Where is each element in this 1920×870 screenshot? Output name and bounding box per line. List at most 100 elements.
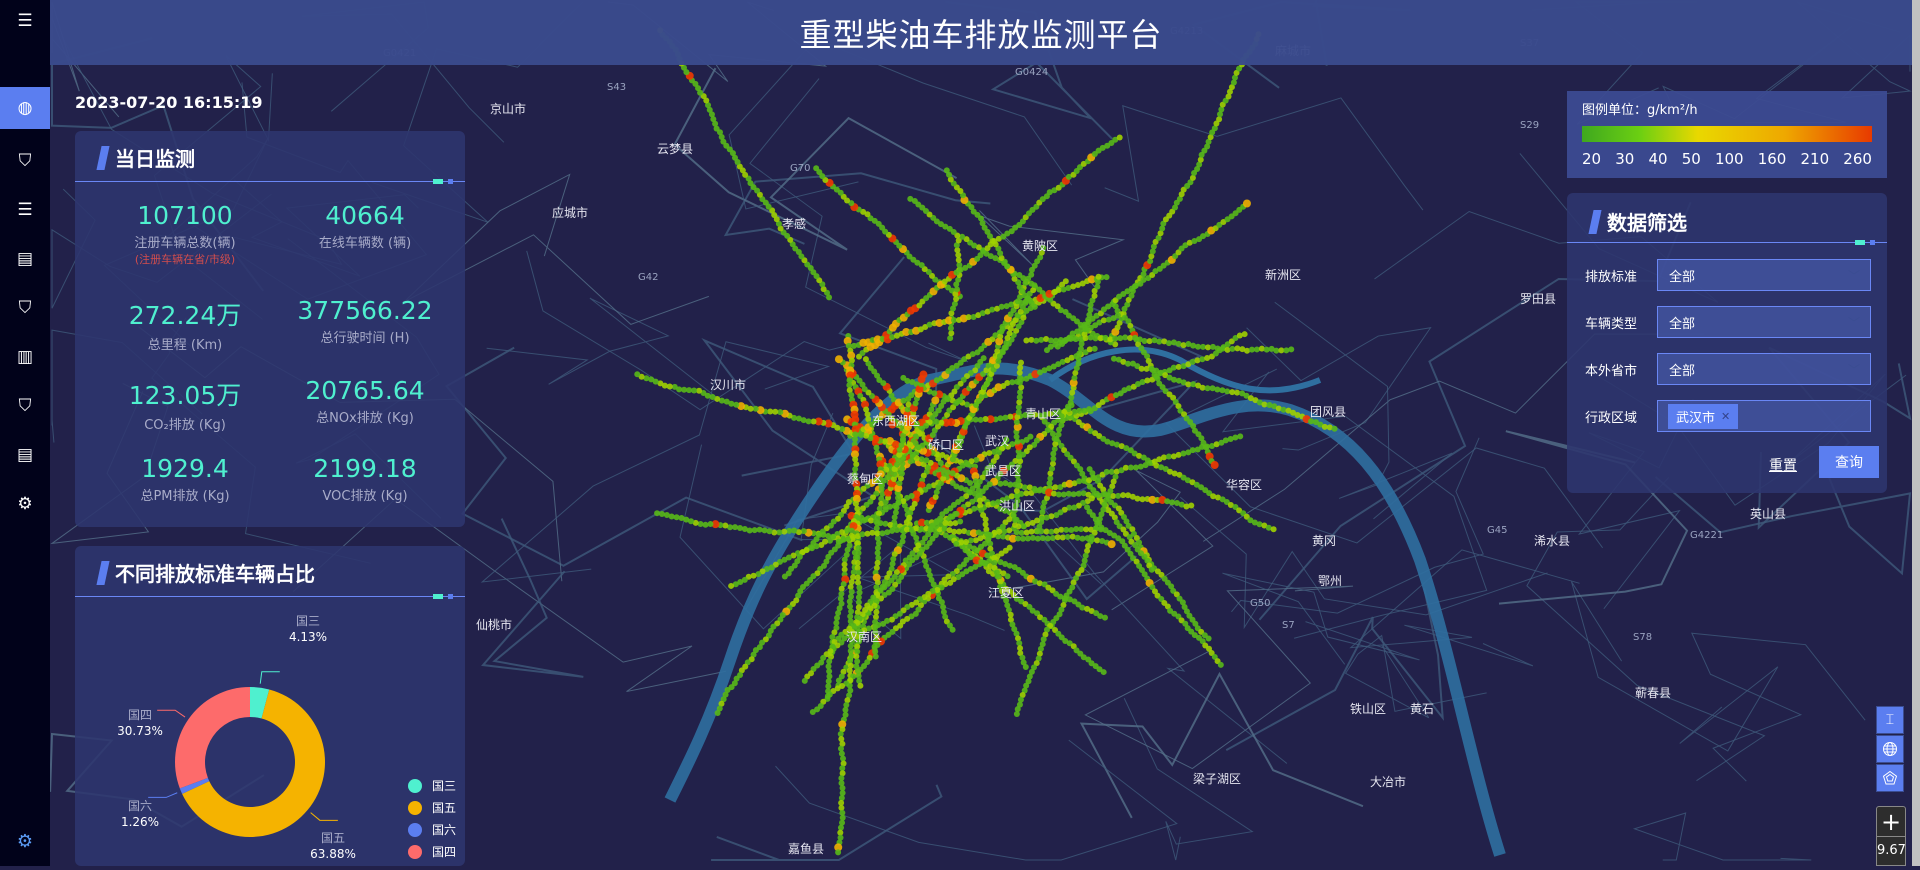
heat-point	[838, 600, 845, 607]
heat-point	[837, 834, 844, 841]
heat-point	[992, 255, 999, 262]
stat-note: (注册车辆在省/市级)	[134, 253, 236, 266]
heat-point	[856, 677, 863, 684]
heat-point	[845, 535, 852, 542]
heat-point	[904, 406, 911, 413]
heat-point	[1261, 522, 1268, 529]
heat-point	[846, 387, 853, 394]
heat-point	[714, 709, 721, 716]
heat-point	[940, 467, 947, 474]
sidebar-item-2[interactable]: ⛉	[0, 140, 50, 182]
heat-point	[878, 495, 885, 502]
globe-icon	[1883, 742, 1897, 756]
slice-name: 国三	[296, 614, 320, 628]
polygon-button[interactable]	[1876, 764, 1904, 792]
heat-point	[697, 89, 704, 96]
heat-point	[791, 527, 798, 534]
legend-label[interactable]: 国三	[432, 779, 456, 793]
filter-select[interactable]: 全部 ﹀	[1657, 306, 1871, 338]
region-select[interactable]: 武汉市 ✕	[1657, 400, 1871, 432]
heat-point	[947, 176, 954, 183]
heat-point	[1151, 337, 1158, 344]
heat-point	[1175, 403, 1182, 410]
gear-icon[interactable]: ⚙	[16, 830, 34, 852]
legend-label[interactable]: 国六	[432, 823, 456, 837]
heat-point	[974, 482, 981, 489]
heat-point	[648, 376, 655, 383]
sidebar-item-0[interactable]: ☰	[0, 0, 50, 42]
legend-label[interactable]: 国四	[432, 845, 456, 859]
heat-point	[975, 529, 982, 536]
heat-point	[733, 401, 740, 408]
heat-point	[777, 225, 784, 232]
heat-point	[1209, 343, 1216, 350]
query-button[interactable]: 查询	[1819, 446, 1879, 478]
zoom-in-button[interactable]: +	[1877, 807, 1905, 837]
filter-select[interactable]: 全部 ﹀	[1657, 353, 1871, 385]
heat-point	[1171, 470, 1178, 477]
sidebar-item-3[interactable]: ☰	[0, 189, 50, 231]
sidebar-item-8[interactable]: ▤	[0, 434, 50, 476]
sidebar-item-7[interactable]: ⛉	[0, 385, 50, 427]
reset-button[interactable]: 重置	[1769, 458, 1797, 474]
scrollbar[interactable]	[1912, 0, 1920, 866]
close-icon[interactable]: ✕	[1721, 409, 1731, 423]
fit-height-button[interactable]: ⌶	[1876, 706, 1904, 734]
heat-point	[1219, 387, 1226, 394]
heat-point	[1036, 580, 1043, 587]
sidebar-item-4[interactable]: ▤	[0, 238, 50, 280]
heat-point	[1050, 450, 1057, 457]
heat-point	[1204, 143, 1211, 150]
bar-chart-icon: ▥	[16, 347, 34, 367]
heat-point	[1176, 195, 1183, 202]
sidebar-item-9[interactable]: ⚙	[0, 483, 50, 525]
heat-point	[1236, 332, 1243, 339]
heat-point	[1110, 493, 1117, 500]
sidebar-item-1[interactable]: ◍	[0, 87, 50, 129]
heat-point	[997, 578, 1004, 585]
heat-point	[1128, 292, 1135, 299]
heat-point	[1114, 324, 1121, 331]
heat-point	[1038, 515, 1045, 522]
heat-point	[1107, 487, 1114, 494]
heat-point	[1183, 503, 1190, 510]
heat-point	[854, 540, 861, 547]
filter-select[interactable]: 全部 ﹀	[1657, 259, 1871, 291]
heat-point	[1014, 414, 1021, 421]
sidebar-item-6[interactable]: ▥	[0, 336, 50, 378]
sidebar-item-5[interactable]: ⛉	[0, 287, 50, 329]
heat-point	[1242, 199, 1251, 208]
heat-point	[949, 456, 956, 463]
heat-point	[1014, 298, 1021, 305]
heat-point	[736, 524, 743, 531]
heat-point	[1079, 280, 1086, 287]
heat-point	[1015, 409, 1022, 416]
donut-slice-2[interactable]	[179, 777, 210, 794]
heat-point	[919, 370, 928, 379]
donut-slice-3[interactable]	[175, 687, 250, 789]
donut-slice-1[interactable]	[182, 689, 325, 837]
heat-point	[759, 639, 766, 646]
heat-point	[899, 465, 906, 472]
heat-point	[895, 499, 902, 506]
heat-point	[940, 604, 947, 611]
heat-point	[995, 235, 1002, 242]
heat-point	[1026, 484, 1033, 491]
heat-point	[1084, 498, 1091, 505]
heat-point	[831, 639, 838, 646]
legend-label[interactable]: 国五	[432, 801, 456, 815]
heat-point	[771, 211, 778, 218]
heat-point	[767, 408, 774, 415]
heat-point	[938, 480, 945, 487]
heatmap-map[interactable]: 京山市 云梦县 应城市 孝感 黄陂区 新洲区 汉川市 东西湖区 硚口区 武汉 青山区 蔡甸区 武昌区 洪山…	[49, 0, 1912, 866]
heat-point	[1090, 474, 1097, 481]
road	[1570, 581, 1779, 752]
donut-slice-0[interactable]	[250, 687, 270, 719]
heat-point	[820, 286, 827, 293]
heat-point	[1060, 491, 1067, 498]
road	[1231, 437, 1484, 614]
heat-point	[1116, 134, 1123, 141]
heat-point	[1052, 337, 1059, 344]
globe-button[interactable]	[1876, 735, 1904, 763]
heat-point	[1224, 346, 1231, 353]
